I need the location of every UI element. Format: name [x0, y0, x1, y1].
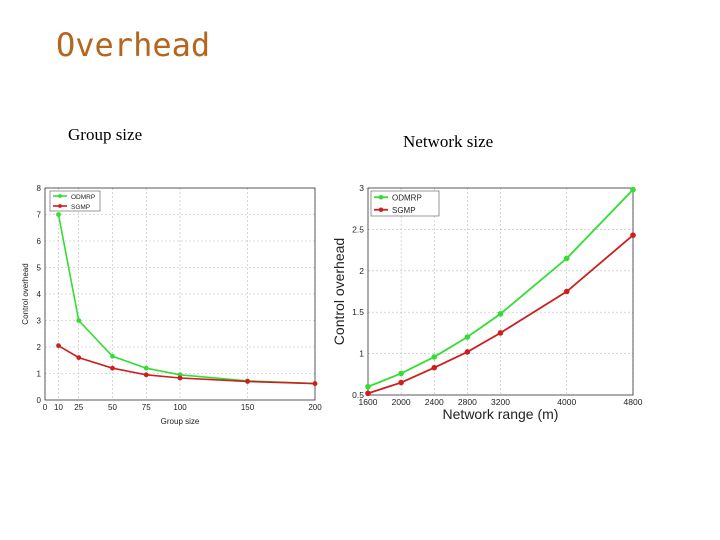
data-point-sgmp	[110, 365, 115, 371]
data-point-sgmp	[312, 381, 318, 386]
data-point-sgmp	[76, 355, 82, 360]
data-point-odmrp	[563, 255, 570, 262]
legend-entry: ODMRP	[392, 193, 422, 202]
x-tick-label: 200	[308, 403, 322, 412]
caption-network-size: Network size	[403, 132, 494, 151]
legend-entry: SGMP	[392, 206, 416, 215]
data-point-sgmp	[630, 232, 636, 238]
y-tick-label: 5	[37, 264, 42, 273]
x-tick-label: 0	[43, 403, 48, 412]
data-point-odmrp	[398, 370, 404, 377]
caption-group-size: Group size	[68, 125, 143, 144]
legend-marker	[378, 195, 384, 200]
x-tick-label: 10	[54, 403, 63, 412]
x-tick-label: 1600	[359, 397, 378, 407]
x-tick-label: 4000	[557, 397, 576, 407]
slide-title: Overhead	[56, 26, 211, 64]
data-point-sgmp	[464, 349, 471, 355]
y-tick-label: 1	[37, 370, 42, 379]
data-point-sgmp	[365, 390, 371, 397]
chart-1: 0 10 25 50 75 100 150 200 0 1 2 3 4 5 6 7 8 Group size Con…	[21, 184, 322, 426]
x-tick-label: 2000	[392, 397, 411, 407]
y-tick-label: 2.5	[352, 224, 364, 234]
x-axis-label: Group size	[161, 417, 200, 426]
data-point-odmrp	[143, 365, 149, 371]
legend-marker	[58, 194, 62, 198]
y-tick-label: 1.5	[352, 307, 364, 317]
y-tick-label: 6	[37, 237, 42, 246]
data-point-odmrp	[464, 334, 471, 340]
series-line-odmrp	[57, 214, 316, 385]
data-point-odmrp	[76, 318, 82, 323]
x-axis-label: Network range (m)	[443, 406, 559, 422]
data-point-odmrp	[497, 311, 504, 317]
data-point-sgmp	[431, 364, 438, 371]
y-tick-label: 8	[37, 184, 42, 193]
series-sgmp	[365, 232, 636, 397]
data-point-odmrp	[431, 354, 438, 360]
y-tick-label: 0.5	[352, 390, 364, 400]
legend-box	[370, 190, 440, 217]
data-point-sgmp	[398, 379, 404, 386]
legend: ODMRP SGMP	[49, 190, 101, 212]
y-tick-label: 2	[359, 266, 364, 276]
data-point-sgmp	[177, 375, 183, 381]
legend-entry: SGMP	[71, 204, 90, 211]
legend: ODMRP SGMP	[370, 190, 440, 217]
x-tick-label: 50	[108, 403, 117, 412]
series-odmrp	[56, 212, 318, 386]
plot-frame	[367, 187, 634, 396]
x-tick-label: 100	[173, 403, 187, 412]
legend-marker	[378, 207, 384, 212]
data-point-sgmp	[563, 288, 570, 295]
series-sgmp	[56, 343, 318, 386]
data-point-odmrp	[365, 383, 371, 390]
y-tick-label: 3	[359, 183, 364, 193]
x-tick-label: 75	[142, 403, 151, 412]
x-tick-label: 3200	[491, 397, 510, 407]
chart-2: 1600 2000 2400 2800 3200 4000 4800 0.5 1 1.5 2 2.5 3…	[331, 183, 643, 422]
y-tick-label: 4	[37, 290, 42, 299]
data-point-sgmp	[56, 343, 61, 349]
series-line-sgmp	[58, 344, 316, 385]
series-odmrp	[365, 186, 636, 390]
legend-marker	[58, 204, 62, 208]
x-tick-label: 4800	[624, 397, 643, 407]
data-point-sgmp	[497, 330, 504, 336]
y-tick-label: 3	[37, 317, 42, 326]
data-point-odmrp	[630, 186, 636, 193]
data-point-sgmp	[245, 379, 250, 384]
legend-entry: ODMRP	[71, 194, 95, 201]
y-axis-label: Control overhead	[21, 263, 30, 324]
y-tick-label: 2	[37, 343, 42, 352]
data-point-odmrp	[110, 353, 115, 359]
x-tick-label: 25	[74, 403, 83, 412]
data-point-sgmp	[143, 372, 149, 378]
y-axis-label: Control overhead	[331, 238, 347, 345]
plot-frame	[44, 187, 316, 401]
y-tick-label: 0	[37, 396, 42, 405]
y-tick-label: 7	[37, 211, 42, 220]
y-tick-label: 1	[359, 349, 364, 359]
data-point-odmrp	[56, 212, 61, 217]
x-tick-label: 2400	[425, 397, 444, 407]
x-tick-label: 2800	[458, 397, 477, 407]
x-tick-label: 150	[241, 403, 255, 412]
